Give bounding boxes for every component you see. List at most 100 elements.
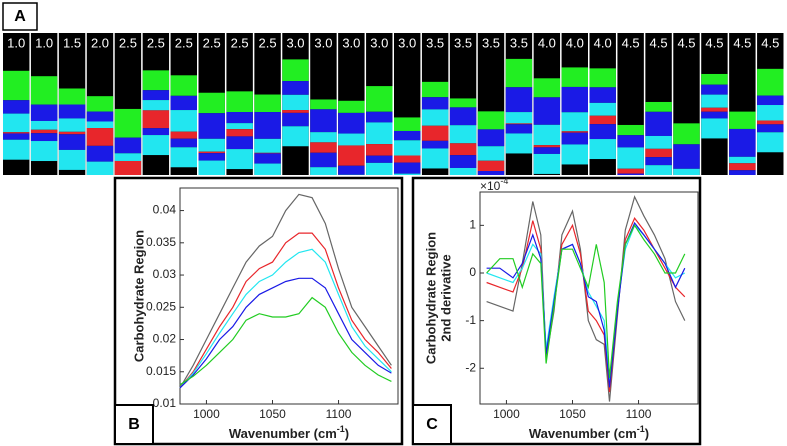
x-tick-label: 1100: [326, 407, 352, 421]
tile-layer: [477, 129, 505, 147]
tile-label: 4.0: [538, 35, 556, 50]
tile-label: 2.0: [91, 35, 109, 50]
tile-layer: [757, 68, 784, 96]
series-line: [486, 217, 686, 393]
y-tick-label: -2: [465, 360, 476, 374]
tile-layer: [701, 73, 728, 85]
tile-layer: [533, 145, 561, 148]
tile-layer: [254, 138, 281, 153]
tile-layer: [310, 152, 337, 168]
tile-layer: [338, 112, 365, 134]
tile-layer: [617, 135, 644, 148]
tile-layer: [142, 90, 170, 101]
tile-label: 3.5: [510, 35, 528, 50]
tile-layer: [58, 149, 86, 170]
tile-layer: [170, 147, 197, 168]
tile-layer: [310, 142, 337, 153]
tile-layer: [589, 124, 616, 140]
tile-layer: [449, 107, 477, 126]
tile-layer: [366, 111, 393, 123]
y-tick-label: 0.03: [153, 267, 177, 281]
tile-layer: [3, 139, 30, 160]
series-line: [486, 224, 686, 378]
tile-layer: [282, 59, 309, 82]
tile-layer: [3, 100, 30, 114]
tile-label: 2.5: [259, 35, 277, 50]
tile-layer: [58, 134, 86, 150]
tile-layer: [170, 110, 197, 132]
tile-label: 4.0: [566, 35, 584, 50]
tile-layer: [142, 70, 170, 91]
tile-label: 4.0: [594, 35, 612, 50]
y-tick-label: 0: [469, 265, 476, 279]
tile-layer: [254, 152, 281, 154]
tile-layer: [114, 153, 142, 161]
tile-layer: [198, 153, 225, 161]
tile-layer: [198, 138, 225, 152]
series-line: [179, 277, 392, 389]
tile-layer: [30, 133, 58, 142]
tile-label: 2.5: [203, 35, 221, 50]
tile-layer: [561, 132, 588, 145]
tile-layer: [589, 87, 616, 103]
tile-layer: [198, 160, 225, 175]
tile-layer: [729, 156, 756, 164]
tile-layer: [86, 161, 114, 175]
tile-layer: [505, 58, 533, 88]
x-axis-title-sup: -1: [337, 424, 345, 434]
tile-layer: [338, 145, 365, 166]
tile-layer: [30, 120, 58, 130]
tile-layer: [30, 141, 58, 162]
series-line: [179, 232, 392, 389]
tile-label: 3.5: [482, 35, 500, 50]
tile-layer: [366, 144, 393, 156]
tile-layer: [505, 112, 533, 124]
tile-layer: [86, 145, 114, 162]
tile-layer: [701, 107, 728, 112]
tile-layer: [645, 101, 672, 112]
tile-layer: [505, 133, 533, 154]
tile-layer: [338, 165, 365, 175]
tile-layer: [3, 133, 30, 140]
y-tick-label: 1: [469, 218, 476, 232]
tile-layer: [477, 171, 505, 175]
tile-layer: [114, 108, 142, 138]
tile-layer: [701, 118, 728, 139]
tile-layer: [589, 139, 616, 160]
tile-layer: [505, 123, 533, 125]
tile-layer: [142, 128, 170, 136]
tile-layer: [254, 163, 281, 175]
x-tick-label: 1000: [193, 407, 220, 421]
panel-a-label: A: [14, 8, 26, 25]
tile-layer: [58, 88, 86, 105]
plot-area: [479, 191, 699, 405]
tile-layer: [226, 123, 253, 130]
tile-layer: [366, 122, 393, 145]
tile-layer: [338, 100, 365, 113]
tile-layer: [58, 104, 86, 119]
tile-layer: [30, 76, 58, 105]
tile-label: 1.5: [63, 35, 81, 50]
tile-layer: [3, 132, 30, 134]
tile-layer: [142, 135, 170, 156]
tile-label: 2.5: [175, 35, 193, 50]
tile-label: 3.0: [342, 35, 360, 50]
x-axis-title-text: Wavenumber (cm: [229, 426, 337, 441]
tile-layer: [505, 124, 533, 134]
tile-layer: [226, 136, 253, 150]
tile-layer: [86, 111, 114, 122]
y-tick-label: 0.015: [146, 364, 176, 378]
tile-label: 3.5: [426, 35, 444, 50]
tile-layer: [254, 153, 281, 164]
tile-layer: [533, 97, 561, 125]
tile-layer: [617, 124, 644, 136]
tile-layer: [449, 125, 477, 144]
tile-layer: [58, 131, 86, 135]
tile-layer: [282, 112, 309, 127]
tile-layer: [533, 153, 561, 174]
tile-layer: [645, 148, 672, 158]
tile-label: 1.0: [35, 35, 53, 50]
tile-layer: [421, 148, 449, 169]
y-axis-title: 2nd derivative: [438, 254, 453, 341]
tile-layer: [366, 86, 393, 112]
